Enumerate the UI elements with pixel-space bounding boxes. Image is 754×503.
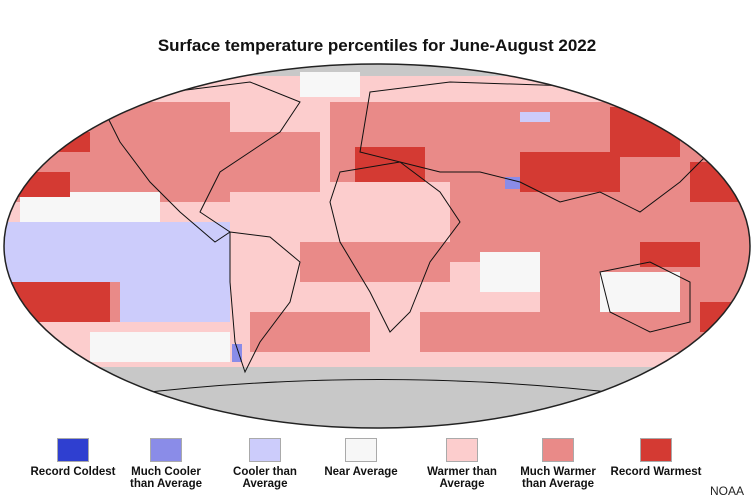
temperature-percentile-map: [3, 63, 751, 429]
legend-item-near-average: Near Average: [316, 438, 406, 478]
legend-item-record-warmest: Record Warmest: [606, 438, 706, 478]
legend-swatch: [57, 438, 89, 462]
legend-item-warmer: Warmer than Average: [412, 438, 512, 490]
legend-item-much-warmer: Much Warmer than Average: [513, 438, 603, 490]
legend-swatch: [542, 438, 574, 462]
legend-swatch: [446, 438, 478, 462]
legend-swatch: [249, 438, 281, 462]
antarctic-no-data: [4, 367, 750, 428]
cooler-regions: [4, 112, 550, 322]
map-title: Surface temperature percentiles for June…: [157, 36, 597, 55]
legend-swatch: [150, 438, 182, 462]
much-cooler-regions: [232, 177, 523, 362]
legend-item-record-coldest: Record Coldest: [23, 438, 123, 478]
legend-swatch: [640, 438, 672, 462]
legend-item-cooler: Cooler than Average: [215, 438, 315, 490]
legend-item-much-cooler: Much Cooler than Average: [121, 438, 211, 490]
legend: Record Coldest Much Cooler than Average …: [0, 438, 754, 503]
source-credit: NOAA: [709, 484, 744, 498]
legend-swatch: [345, 438, 377, 462]
